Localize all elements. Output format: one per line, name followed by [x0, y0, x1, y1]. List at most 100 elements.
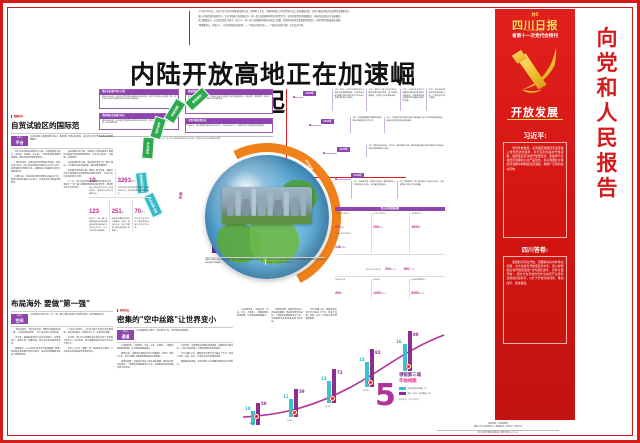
- quote-title-sichuan: 四川答卷:: [521, 247, 549, 254]
- right-stat-unit: 户: [340, 292, 343, 295]
- growth-chart: 10 50 2012年 11 59 2013年 13 72 2014年 15 8…: [239, 331, 449, 425]
- stat-block-group: 10个 四川已在境外设立10个经贸代表处，搭建对外开放合作服务平台。 3263亿…: [89, 169, 150, 233]
- chart-value-cyan: 11: [283, 394, 289, 399]
- right-stat-value: 65: [335, 224, 339, 229]
- badge-keyword: 平台: [15, 139, 24, 145]
- stat-block: 123个 四川与"一带一路"沿线国家和地区缔结国际友好城市和友好合作关系123对…: [89, 200, 107, 232]
- stat-value: 70: [134, 209, 142, 216]
- stat-value: 123: [89, 209, 100, 216]
- red-connector-horizontal: [286, 177, 406, 178]
- calligraphy-char: 和: [596, 75, 618, 100]
- chart-source-note: 数据来源：四川省商务厅: [399, 399, 420, 401]
- article-summary-text: 川企加快走出去步伐，在"一带一路"沿线布局海外产能合作项目，提升国际竞争力。: [30, 314, 107, 316]
- earth-globe-icon: [205, 155, 329, 279]
- chart-x-label: 2013年: [287, 420, 293, 422]
- info-footnote: 2016年 四川省与"一带一路"沿线国家和地区进出口总额、新增外商投资企业数量持…: [99, 136, 273, 141]
- badge-top-label: 关键词: [16, 136, 23, 139]
- timeline-year: 2013年: [303, 91, 317, 96]
- right-stat-item: 2016年 四川进出口 65亿美元 2016年 实际利用外资 146亿美元: [335, 213, 369, 253]
- chart-bar-purple: [370, 349, 374, 387]
- timeline-cell: 8月，国家推进"一带一路"建设工作座谈会召开，对深化国际产能合作作出部署。: [397, 181, 444, 199]
- chart-x-label: 2014年: [325, 406, 331, 408]
- chart-bar-purple: [408, 331, 412, 371]
- stat-value: 10: [89, 178, 96, 184]
- right-stat-value: 146: [335, 244, 341, 249]
- timeline-connector: [337, 179, 351, 180]
- article-paragraph: 在投资便利化方面，全面推行外商投资准入前国民待遇加负面清单管理模式，企业设立实现…: [63, 151, 114, 160]
- article-paragraph: 下一步，四川自贸试验区将继续深化改革试点，强化与"一带一路"沿线国家和地区的经贸…: [63, 180, 114, 189]
- article-paragraph: 从成都出发，飞往欧洲、北美、中东、东南亚……密集的国际航线网络，让世界变得越来越…: [237, 309, 269, 318]
- timeline-connector: [325, 153, 337, 154]
- article-kicker: 现场直击: [117, 309, 233, 313]
- info-box-body: 2016年，四川新增外商投资企业1027户，同比增长30.7%，新增注册外资金额…: [188, 124, 267, 127]
- timeline-dot: [293, 96, 296, 99]
- info-box-title: 新增外商投资企业: [186, 119, 272, 124]
- timeline-year: 2015年: [337, 147, 351, 152]
- intro-block: 2016年5月30日，习近平总书记在全国科技创新大会、两院院士大会、中国科协第九…: [189, 11, 411, 45]
- article-paragraph: 截至目前，成都双流国际机场已开通国际（地区）航线251条，其中定期直飞国际航线数…: [117, 352, 174, 358]
- vertical-calligraphy-title: 向 党 和 人 民 报 告: [583, 25, 631, 200]
- calligraphy-char: 报: [596, 150, 618, 175]
- arc-footnote: 成都双流国际机场已开通国际（地区）航线251条，其中定期直飞国际航线居中西部第一…: [205, 259, 263, 264]
- timeline-cell: 9月、10月，习近平主席在出访中亚和东南亚国家期间，先后提出共建"丝绸之路经济带…: [332, 89, 364, 111]
- right-stat-value: 1000: [373, 290, 381, 295]
- info-box: 境外企业落户四川大增 截至2016年底，落户四川的世界500强企业达到321家，…: [99, 89, 179, 109]
- stat-block: 70多个 四川已与全球70多个国家和地区建立经贸合作关系。: [131, 200, 150, 233]
- info-box-title: 世界知名企业落户四川: [100, 114, 178, 119]
- stat-value: 251: [111, 209, 122, 216]
- article-summary-text: 以大通道建设为牵引，四川航空产业、现代物流快速发展。: [136, 329, 191, 332]
- right-stat-label: 2016年 实际利用外资: [335, 232, 352, 235]
- info-box-title: 境外企业落户四川大增: [100, 90, 178, 95]
- chart-curve: [242, 334, 445, 418]
- right-stat-value: 204: [385, 266, 391, 271]
- badge-top-label: 关键词: [122, 330, 129, 333]
- legend-swatch-cyan: [399, 387, 406, 390]
- right-stat-item: 国际航线旅客吞吐 8300万人次: [408, 278, 445, 299]
- stat-unit: 个: [99, 212, 102, 215]
- article-kicker: 观察样本: [11, 115, 113, 119]
- chart-bar-cyan: [251, 411, 255, 425]
- stat-block: 10个 四川已在境外设立10个经贸代表处，搭建对外开放合作服务平台。: [89, 169, 113, 195]
- article-paragraph: 与此同时，天府国际机场建设加快推进，成都将成为继北京、上海之后国内第三个拥有双国…: [176, 345, 234, 351]
- chart-bar-cyan: [289, 399, 293, 417]
- timeline-connector: [311, 125, 321, 126]
- masthead-date: 2017年5月24日 星期三: [525, 30, 545, 32]
- quote-body-xi: 坚持开放发展，必须顺应我国经济深度融入世界经济的趋势，奉行互利共赢的开放战略，发…: [503, 142, 567, 238]
- timeline-cell: 12月，中央经济工作会议明确提出推进丝绸之路经济带建设，加快推进同周边国家和区域…: [400, 89, 424, 111]
- intro-paragraph: 统计数据显示，以自贸试验区为抓手，四川与"一带一路"沿线国家和地区的进出口总额、…: [198, 20, 343, 23]
- article-paragraph: "我们的目标，不仅是走出去，更要在当地做到"第一强"。"在海外项目现场，一位川企…: [11, 329, 61, 335]
- timeline-dot: [323, 152, 326, 155]
- right-stat-unit: 万以上: [380, 292, 387, 295]
- credit-line: 四川日报全媒体 版面设计 摄影报道 2017.5.24: [477, 432, 519, 434]
- chart-bar-cyan: [365, 362, 369, 387]
- article-summary: 关键词 平台 自贸试验区以制度创新为核心，复制推广改革试点经验，成为四川对外开放…: [11, 132, 113, 149]
- arc-category-cyan: 拓展: [178, 191, 184, 200]
- right-stat-item: 2016年 境外投资 259亿元: [370, 212, 407, 253]
- article-paragraph: 四川自贸试验区挂牌运行以来，以制度创新为核心，大胆试、大胆闯、自主改，一批改革创…: [11, 151, 61, 160]
- article-paragraph: 业内人士认为，随着"一带一路"建设深入推进，川企海外布局将迎来更大发展空间。: [63, 347, 114, 353]
- stat-body: 四川与"一带一路"沿线国家和地区缔结国际友好城市和友好合作关系123对，人文交流…: [89, 218, 108, 232]
- right-stat-unit: 万人次: [390, 268, 397, 271]
- intro-paragraph: 2016年5月30日，习近平总书记在全国科技创新大会、两院院士大会、中国科协第九…: [198, 11, 352, 13]
- article-keyword-badge: 关键词 空间: [11, 314, 28, 324]
- right-stat-label: 外商投资企业: [335, 278, 346, 281]
- article-paragraph: 挂牌以来，自贸试验区累计新增企业超过2万家，新增注册资本超过2000亿元，外商投…: [11, 175, 61, 185]
- stat-unit: 亿元: [130, 181, 135, 183]
- legend-swatch-purple: [399, 392, 406, 395]
- article-body: 四川自贸试验区挂牌运行以来，以制度创新为核心，大胆试、大胆闯、自主改，一批改革创…: [11, 151, 113, 190]
- chart-point-marker: [368, 380, 373, 385]
- stat-body: 四川已与全球70多个国家和地区建立经贸合作关系。: [134, 218, 150, 229]
- stat-body: 成都双流国际机场已开通国际（地区）航线251条，其中定期直飞国际航线居中西部第一…: [111, 218, 130, 232]
- article-headline: 密集的"空中丝路"让世界变小: [117, 314, 217, 324]
- chart-subtitle: 年曲线图: [399, 379, 417, 384]
- article-paragraph: "空中丝路"之外，蓉欧快铁已累计开行超过上千列，形成了向西、向南、向东、向北的立…: [176, 352, 234, 358]
- article-summary: 关键词 通道 以大通道建设为牵引，四川航空产业、现代物流快速发展。: [117, 326, 233, 343]
- article-body: "我们的目标，不仅是走出去，更要在当地做到"第一强"。"在海外项目现场，一位川企…: [11, 329, 113, 357]
- article-paragraph: 数据显示，2016年四川企业对外投资备案（核准）项目数量和金额均创历史新高，投资…: [11, 347, 61, 356]
- chart-value-purple: 72: [337, 370, 343, 375]
- right-stat-unit: 亿美元: [338, 226, 345, 229]
- right-stat-unit: 亿元: [378, 226, 383, 229]
- skyline-svg: [222, 189, 312, 225]
- article-paragraph: 在贸易便利化方面，通过国际贸易"单一窗口"建设，口岸通关时间大幅压缩，通关效率显…: [63, 161, 114, 167]
